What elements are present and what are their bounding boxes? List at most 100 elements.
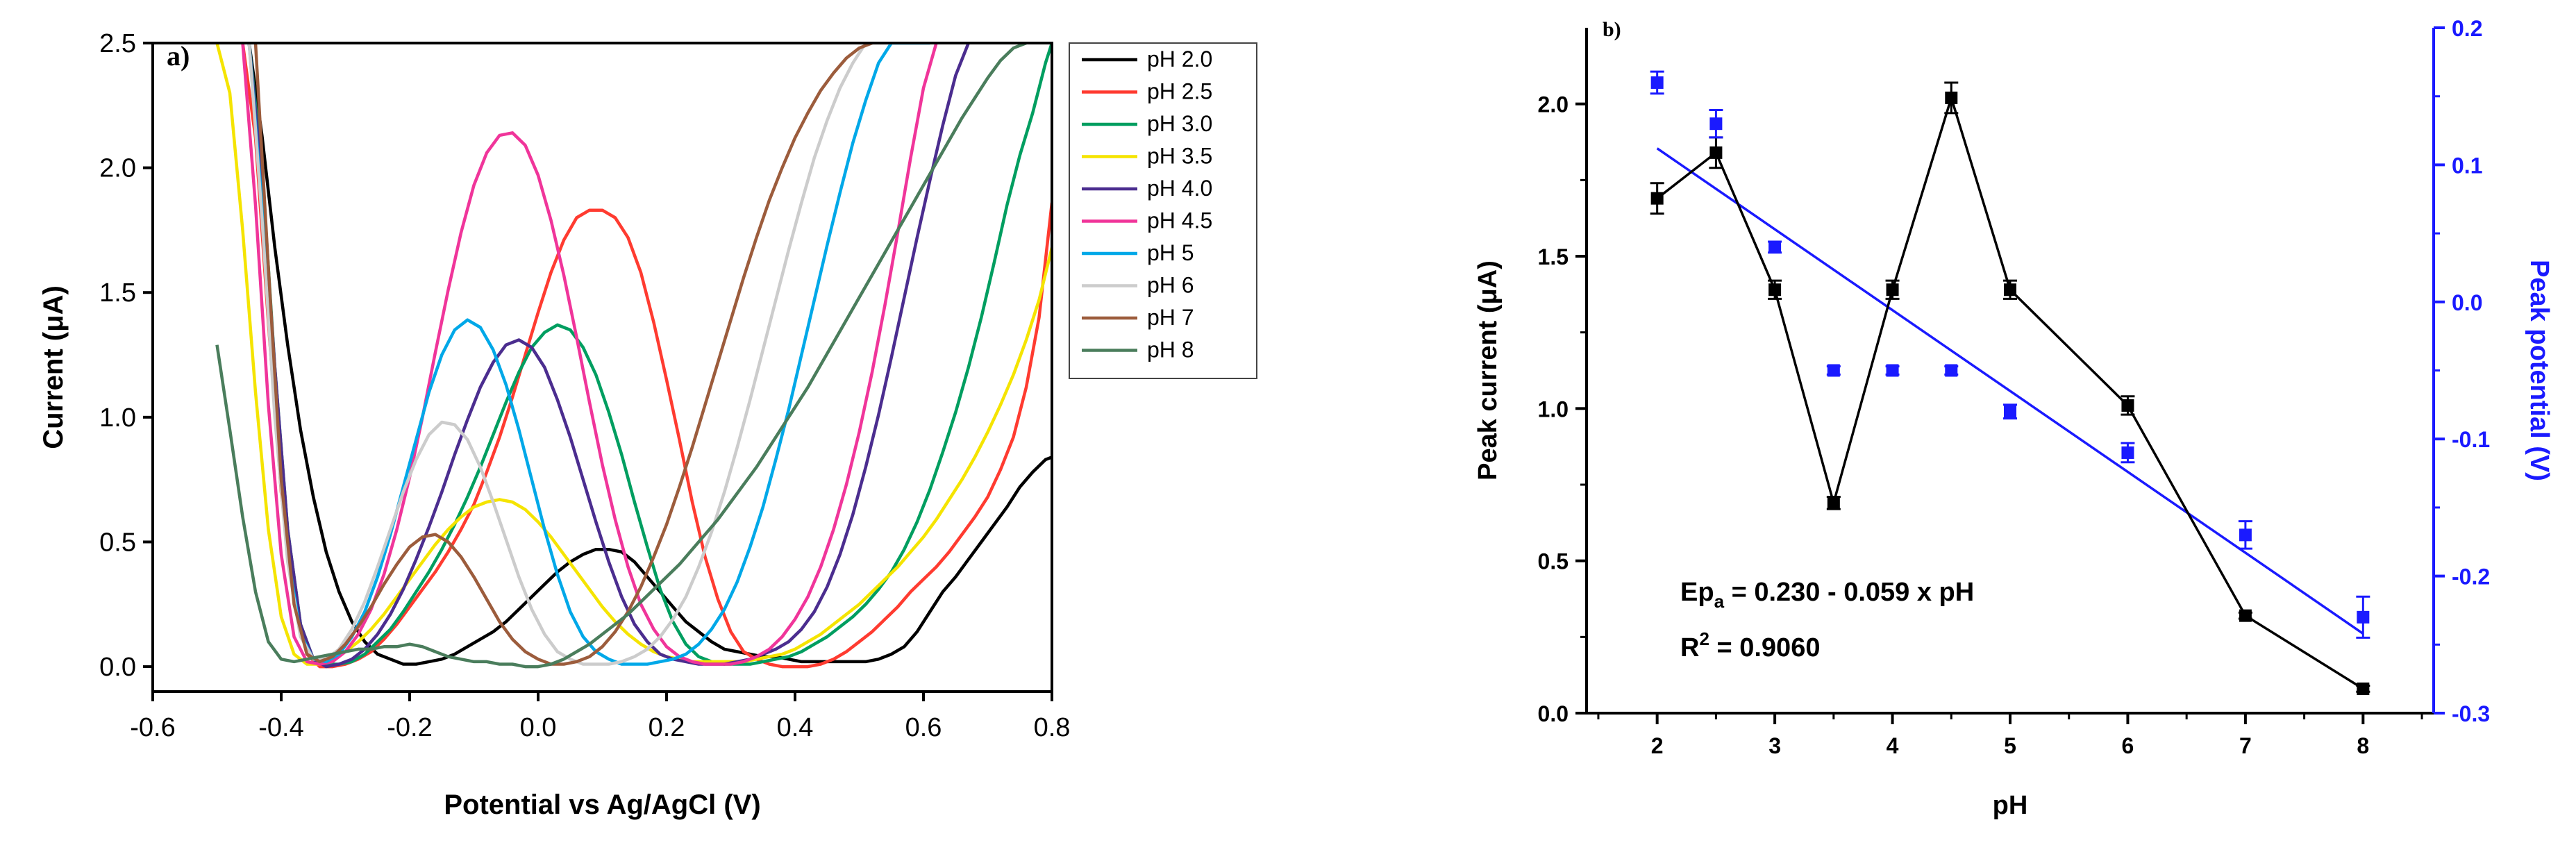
panel-b-y-ticks-left: 0.0 0.5 1.0 1.5 2.0: [1538, 92, 1587, 726]
curve-ph-2.0: [247, 43, 1052, 666]
curve-ph-6: [247, 43, 892, 666]
peak-current-point: [1768, 283, 1782, 296]
peak-potential-point: [2004, 405, 2016, 418]
peak-potential-point: [2357, 610, 2370, 624]
y-right-tick-label: 0.0: [2452, 290, 2482, 315]
y-right-tick-label: -0.1: [2452, 427, 2490, 452]
panel-b-r-squared-annotation: R2 = 0.9060: [1680, 628, 1820, 662]
panel-b-y-axis-label-right: Peak potential (V): [2525, 260, 2554, 481]
legend-label: pH 6: [1147, 273, 1194, 298]
x-tick-label: -0.6: [130, 713, 175, 742]
legend-label: pH 7: [1147, 305, 1194, 330]
y-right-tick-label: -0.2: [2452, 565, 2490, 590]
x-tick-label: 0.6: [905, 713, 942, 742]
annotation-superscript: 2: [1699, 628, 1709, 649]
y-tick-label: 0.5: [1538, 549, 1569, 574]
panel-a-letter: a): [167, 40, 190, 72]
panel-b-letter: b): [1603, 18, 1621, 41]
annotation-text: = 0.9060: [1709, 633, 1821, 662]
y-right-tick-label: 0.1: [2452, 153, 2482, 178]
x-tick-label: 2: [1651, 733, 1664, 758]
y-tick-label: 2.0: [99, 154, 136, 183]
x-tick-label: -0.2: [387, 713, 432, 742]
x-tick-label: 3: [1768, 733, 1781, 758]
y-tick-label: 0.5: [99, 528, 136, 557]
y-tick-label: 2.5: [99, 29, 136, 58]
panel-a-y-axis-label: Current (μA): [38, 285, 69, 449]
peak-current-point: [2239, 609, 2252, 622]
panel-b-plot: [1650, 70, 2370, 695]
y-tick-label: 1.5: [99, 278, 136, 308]
x-tick-label: 0.8: [1034, 713, 1071, 742]
peak-potential-point: [2239, 528, 2252, 542]
peak-potential-point: [1709, 117, 1723, 131]
annotation-text: = 0.230 - 0.059 x pH: [1724, 578, 1974, 607]
y-tick-label: 0.0: [1538, 701, 1569, 726]
y-tick-label: 1.5: [1538, 244, 1569, 269]
linear-fit-line: [1656, 147, 2364, 635]
curve-ph-3.0: [247, 43, 1052, 666]
panel-a-y-ticks: 0.0 0.5 1.0 1.5 2.0 2.5: [99, 29, 153, 682]
peak-potential-point: [1827, 364, 1840, 377]
x-tick-label: -0.4: [258, 713, 303, 742]
panel-a-x-axis-label: Potential vs Ag/AgCl (V): [444, 790, 760, 820]
peak-potential-point: [1945, 364, 1958, 377]
y-tick-label: 2.0: [1538, 92, 1569, 117]
peak-current-point: [1886, 283, 1899, 296]
x-tick-label: 4: [1887, 733, 1899, 758]
panel-b-y-ticks-right: -0.3 -0.2 -0.1 0.0 0.1 0.2: [2434, 16, 2490, 726]
curve-ph-7: [253, 43, 873, 666]
curve-ph-3.5: [215, 43, 1052, 666]
x-tick-label: 0.4: [777, 713, 814, 742]
peak-current-point: [2357, 682, 2370, 695]
legend-label: pH 5: [1147, 240, 1194, 265]
peak-potential-point: [1650, 76, 1664, 89]
peak-potential-point: [1768, 240, 1782, 253]
x-tick-label: 7: [2239, 733, 2252, 758]
annotation-text: Ep: [1680, 578, 1714, 607]
y-tick-label: 0.0: [99, 653, 136, 682]
peak-potential-point: [1886, 364, 1899, 377]
legend-label: pH 8: [1147, 337, 1194, 362]
peak-current-point: [2121, 399, 2134, 412]
legend-box: [1069, 42, 1257, 379]
legend-label: pH 3.5: [1147, 144, 1212, 169]
peak-current-point: [1650, 192, 1664, 205]
legend-label: pH 4.0: [1147, 176, 1212, 201]
y-right-tick-label: 0.2: [2452, 16, 2482, 41]
panel-b-x-axis-label: pH: [1993, 791, 2028, 820]
y-right-tick-label: -0.3: [2452, 701, 2490, 726]
peak-current-point: [1709, 146, 1723, 159]
panel-a-x-ticks: -0.6 -0.4 -0.2 0.0 0.2 0.4 0.6 0.8: [130, 692, 1070, 742]
curve-ph-2.5: [241, 43, 1052, 669]
panel-b-equation-annotation: Epa = 0.230 - 0.059 x pH: [1680, 578, 1974, 612]
x-tick-label: 0.2: [649, 713, 685, 742]
x-tick-label: 5: [2004, 733, 2016, 758]
panel-b-x-ticks: 2 3 4 5 6 7 8: [1597, 713, 2423, 758]
x-tick-label: 6: [2122, 733, 2134, 758]
legend-label: pH 2.5: [1147, 79, 1212, 104]
panel-b-y-axis-label-left: Peak current (μA): [1473, 260, 1503, 481]
y-tick-label: 1.0: [99, 403, 136, 433]
peak-current-point: [2004, 283, 2016, 296]
panel-a-chart: -0.6 -0.4 -0.2 0.0 0.2 0.4 0.6 0.8 0.0 0.5 1.0 1.5…: [38, 29, 1257, 820]
curve-ph-4.5: [241, 43, 938, 666]
legend-label: pH 4.5: [1147, 208, 1212, 233]
panel-a-frame: [151, 42, 1053, 693]
annotation-subscript: a: [1714, 591, 1725, 612]
x-tick-label: 8: [2357, 733, 2369, 758]
panel-a-legend: pH 2.0 pH 2.5 pH 3.0 pH 3.5 pH 4.0 pH 4.5 pH 5…: [1069, 42, 1257, 379]
y-tick-label: 1.0: [1538, 396, 1569, 421]
curve-ph-4.0: [247, 43, 970, 669]
peak-current-point: [1827, 496, 1840, 510]
x-tick-label: 0.0: [520, 713, 557, 742]
panel-a-curves: [215, 43, 1052, 669]
curve-ph-8: [215, 43, 1027, 669]
peak-current-point: [1945, 91, 1958, 104]
legend-label: pH 2.0: [1147, 47, 1212, 72]
annotation-text: R: [1680, 633, 1699, 662]
peak-current-line: [1656, 93, 2364, 690]
peak-potential-point: [2121, 446, 2134, 459]
